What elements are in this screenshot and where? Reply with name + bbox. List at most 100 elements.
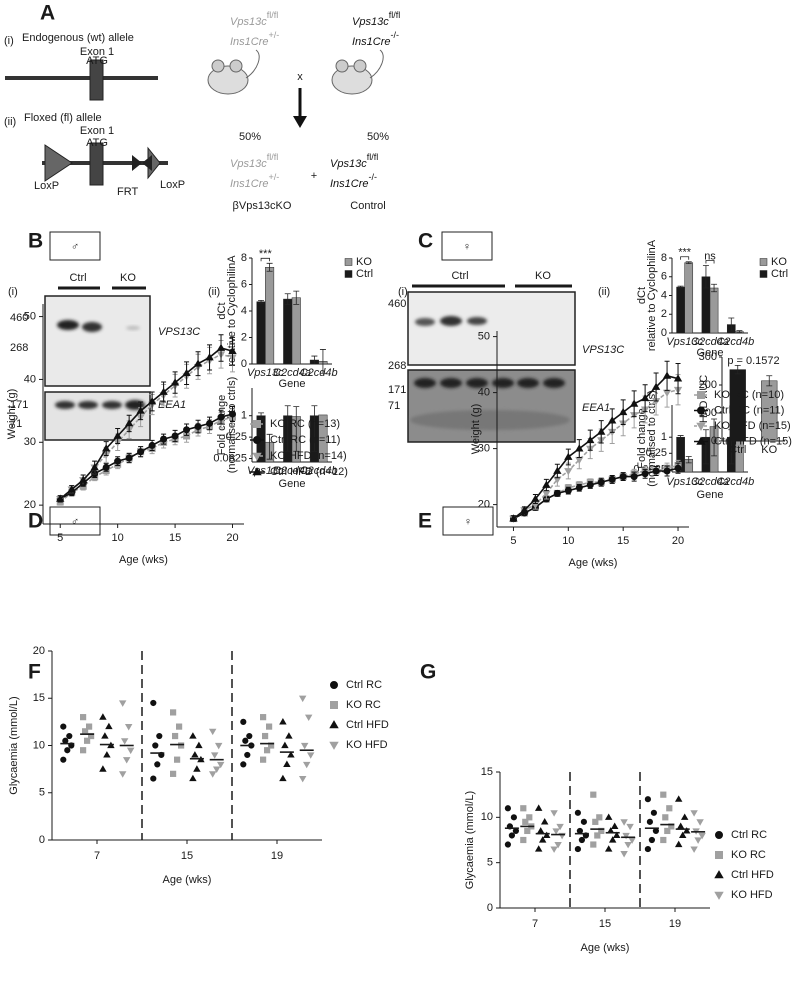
sex-symbol: ♀ (463, 241, 471, 253)
data-point (612, 831, 621, 839)
superscript: fl/fl (267, 10, 279, 20)
x-tick-label: Vps13c (247, 367, 284, 379)
lane-label: Ctrl (69, 272, 86, 284)
x-tick-label: 19 (271, 850, 283, 862)
significance-bracket (260, 257, 270, 262)
x-axis-title: Age (wks) (119, 554, 168, 566)
superscript: -/- (391, 30, 400, 40)
data-point (553, 466, 562, 474)
data-point (281, 741, 289, 749)
y-tick-label: 5 (39, 787, 45, 799)
y-tick-label: 6 (241, 278, 247, 290)
data-point (189, 774, 197, 782)
data-point (189, 732, 197, 739)
mw-marker: 71 (388, 400, 400, 412)
legend-label: Ctrl RC (346, 679, 382, 691)
data-point (103, 751, 111, 758)
data-point (206, 419, 214, 427)
data-point (644, 796, 652, 803)
sub-label: (ii) (208, 286, 220, 298)
data-point (170, 378, 180, 386)
data-point (504, 805, 511, 812)
data-point (191, 751, 199, 758)
data-point (174, 756, 181, 763)
data-point (508, 832, 515, 839)
genotype: Ins1Cre+/- (230, 30, 279, 48)
data-point (172, 732, 179, 740)
data-point (113, 431, 122, 439)
data-point (266, 723, 273, 730)
data-point (597, 427, 606, 435)
data-point (240, 761, 247, 768)
bar (256, 301, 266, 365)
error-bar (677, 285, 684, 289)
legend-label: KO HFD (n=15) (714, 420, 791, 432)
sub-label: (i) (398, 286, 408, 298)
data-point (630, 473, 638, 481)
data-point (620, 819, 628, 826)
y-tick-label: 0 (39, 834, 45, 846)
bar (291, 297, 301, 365)
legend-label: Ctrl (771, 268, 788, 280)
gene-name: Ins1Cre (352, 36, 391, 48)
data-point (124, 724, 133, 731)
data-point (696, 819, 704, 826)
data-point (137, 448, 145, 456)
data-point (64, 747, 71, 754)
legend-label: KO (771, 256, 787, 268)
error-bar (685, 456, 692, 464)
y-tick-label: 2 (241, 331, 247, 343)
data-point (552, 828, 560, 835)
y-tick-label: 40 (478, 387, 490, 399)
y-axis-title: Glycaemia (mmol/L) (464, 791, 476, 889)
data-point (619, 473, 627, 481)
x-tick-label: 5 (510, 535, 516, 547)
y-tick-label: 2 (661, 308, 667, 320)
data-point (283, 760, 291, 767)
data-point (564, 468, 573, 476)
genotype: Vps13cfl/fl (330, 152, 378, 170)
data-point (136, 406, 145, 414)
data-point (298, 695, 307, 703)
data-point (182, 368, 191, 377)
data-point (608, 836, 617, 843)
group-name: βVps13cKO (233, 200, 292, 212)
x-axis-title: Gene (279, 478, 306, 490)
data-point (60, 723, 67, 730)
data-point (509, 514, 518, 522)
y-tick-label: 30 (478, 443, 490, 455)
legend-marker (253, 436, 261, 444)
legend-label: KO HFD (n=14) (270, 450, 347, 462)
panel-label: G (420, 661, 436, 684)
data-point (542, 480, 551, 488)
genotype: Ins1Cre-/- (330, 172, 377, 190)
percentage: 50% (239, 131, 261, 143)
data-point (690, 846, 698, 853)
data-point (156, 732, 163, 740)
y-tick-label: 20 (478, 499, 490, 511)
data-point (580, 818, 588, 825)
superscript: fl/fl (389, 10, 401, 20)
y-tick-label: 0.0625 (213, 452, 247, 464)
bar (318, 414, 328, 463)
legend-swatch (759, 270, 768, 278)
y-tick-label: 20 (33, 645, 45, 657)
y-tick-label: 10 (33, 739, 45, 751)
y-tick-label: 4 (661, 289, 667, 301)
data-point (246, 732, 253, 740)
x-tick-label: C2cd4a (273, 465, 311, 477)
data-point (240, 718, 247, 725)
data-point (171, 432, 179, 440)
y-tick-label: 200 (699, 379, 717, 391)
y-axis-title: dCt (216, 302, 228, 319)
x-tick-label: KO (761, 444, 777, 456)
plus-symbol: + (311, 170, 317, 182)
data-point (118, 771, 127, 778)
sex-symbol: ♀ (464, 516, 472, 528)
genotype: Ins1Cre+/- (230, 172, 279, 190)
superscript: +/- (269, 172, 280, 182)
data-point (302, 761, 311, 769)
data-point (194, 423, 202, 431)
data-point (578, 836, 586, 844)
data-point (154, 761, 161, 768)
